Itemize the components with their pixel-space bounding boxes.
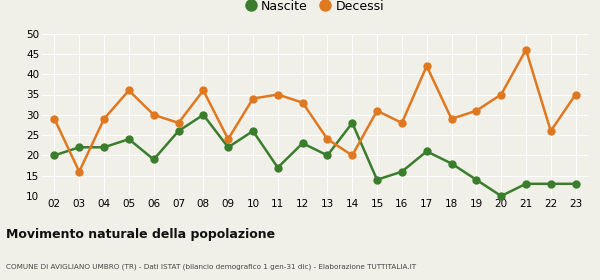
Legend: Nascite, Decessi: Nascite, Decessi: [241, 0, 389, 18]
Text: Movimento naturale della popolazione: Movimento naturale della popolazione: [6, 228, 275, 241]
Text: COMUNE DI AVIGLIANO UMBRO (TR) - Dati ISTAT (bilancio demografico 1 gen-31 dic) : COMUNE DI AVIGLIANO UMBRO (TR) - Dati IS…: [6, 263, 416, 270]
